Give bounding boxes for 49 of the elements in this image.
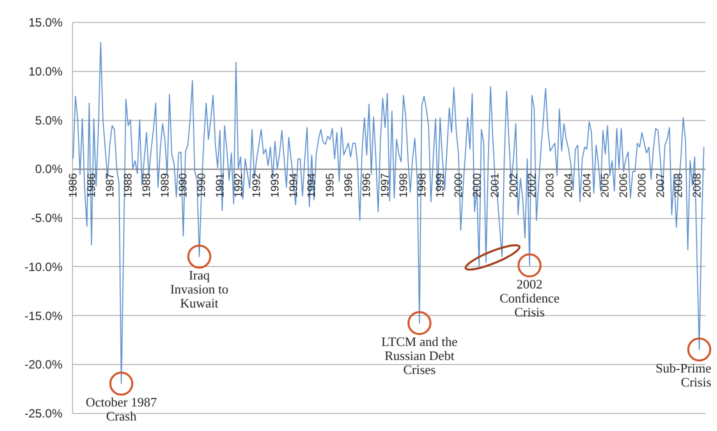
x-tick-label: 2007 (654, 173, 667, 198)
x-tick-label: 2005 (600, 173, 612, 198)
x-tick-label: 1998 (398, 173, 410, 198)
x-tick-label: 1996 (361, 173, 374, 198)
annotation: Sub-Prime Crisis (656, 360, 712, 390)
x-tick-label: 1988 (141, 173, 154, 198)
x-tick-label: 2008 (673, 173, 686, 198)
x-tick-label: 1988 (122, 173, 135, 198)
annotation: 2002 Confidence Crisis (500, 276, 560, 320)
x-tick-label: 1998 (416, 173, 428, 198)
y-tick-label: -5.0% (31, 211, 63, 225)
x-tick-label: 1986 (86, 173, 98, 198)
x-tick-label: 1992 (251, 173, 264, 198)
x-tick-label: 1990 (178, 173, 190, 198)
x-tick-label: 2006 (636, 173, 648, 198)
x-tick-label: 2008 (691, 173, 704, 198)
y-tick-label: -15.0% (24, 308, 63, 323)
y-tick-label: 10.0% (28, 64, 63, 78)
x-tick-label: 2001 (490, 173, 502, 198)
y-tick-label: 15.0% (28, 16, 63, 30)
x-tick-label: 2006 (618, 173, 630, 198)
annotation: LTCM and the Russian Debt Crises (381, 334, 458, 378)
y-tick-label: -10.0% (24, 260, 63, 274)
annotation: October 1987 Crash (86, 394, 158, 424)
x-tick-label: 1994 (288, 173, 300, 198)
x-tick-label: 1993 (269, 173, 282, 198)
x-tick-label: 1999 (434, 173, 447, 198)
x-tick-label: 1987 (104, 173, 116, 198)
x-tick-label: 2003 (544, 173, 557, 198)
annotation: Iraq Invasion to Kuwait (170, 268, 228, 311)
x-tick-label: 1989 (159, 173, 172, 198)
x-tick-label: 1994 (306, 173, 318, 198)
x-tick-label: 2000 (471, 173, 484, 198)
x-tick-label: 1986 (68, 173, 80, 198)
x-tick-label: 1997 (380, 173, 392, 198)
y-tick-label: -25.0% (24, 406, 63, 420)
x-tick-label: 1996 (342, 173, 355, 198)
x-tick-label: 2002 (508, 173, 520, 198)
y-tick-label: -20.0% (24, 358, 63, 372)
x-tick-label: 1995 (324, 173, 337, 198)
x-tick-label: 1991 (214, 173, 226, 198)
x-tick-label: 2000 (452, 173, 465, 198)
x-tick-label: 1990 (196, 173, 208, 198)
x-tick-label: 2004 (581, 173, 594, 198)
x-tick-label: 2002 (526, 173, 538, 198)
y-tick-label: 5.0% (35, 113, 63, 128)
x-tick-label: 2004 (563, 173, 576, 198)
y-tick-label: 0.0% (35, 162, 63, 176)
x-tick-label: 1992 (232, 173, 245, 198)
